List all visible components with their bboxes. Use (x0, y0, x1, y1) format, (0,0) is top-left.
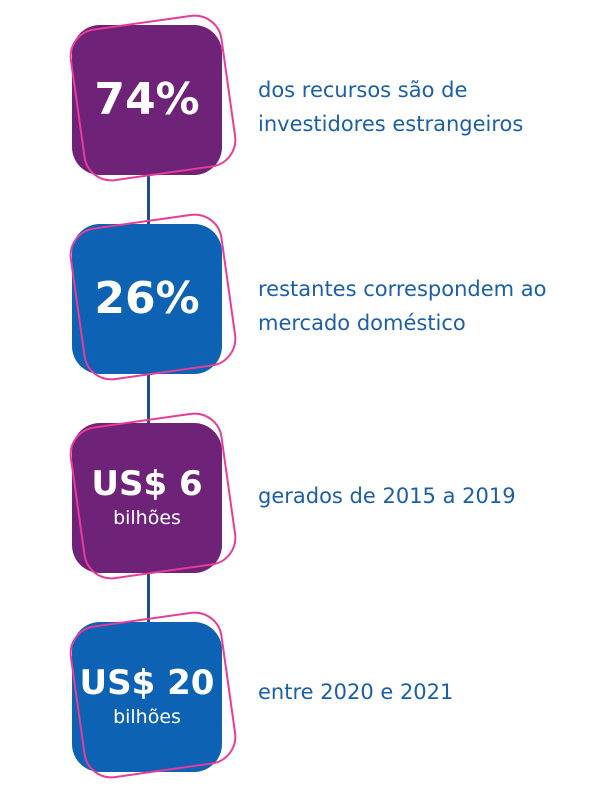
step-4-unit: bilhões (113, 706, 181, 728)
step-1: 74% dos recursos são de investidores est… (0, 11, 592, 185)
step-1-value: 74% (94, 74, 200, 125)
step-2-value: 26% (94, 273, 200, 324)
step-3-description: gerados de 2015 a 2019 (258, 484, 516, 508)
step-4-description: entre 2020 e 2021 (258, 680, 454, 704)
connector-line (147, 170, 150, 640)
step-4-value: US$ 20 (79, 663, 215, 703)
step-3-unit: bilhões (113, 507, 181, 529)
step-1-description: dos recursos são de investidores estrang… (258, 78, 524, 136)
step-1-badge: 74% (66, 11, 240, 185)
step-3-value: US$ 6 (91, 464, 203, 504)
step-2: 26% restantes correspondem ao mercado do… (0, 210, 592, 384)
step-2-badge: 26% (66, 210, 240, 384)
step-4: US$ 20 bilhões entre 2020 e 2021 (0, 608, 592, 782)
step-3: US$ 6 bilhões gerados de 2015 a 2019 (0, 409, 592, 583)
step-3-badge: US$ 6 bilhões (66, 409, 240, 583)
step-2-description: restantes correspondem ao mercado domést… (258, 277, 547, 335)
step-4-badge: US$ 20 bilhões (66, 608, 240, 782)
